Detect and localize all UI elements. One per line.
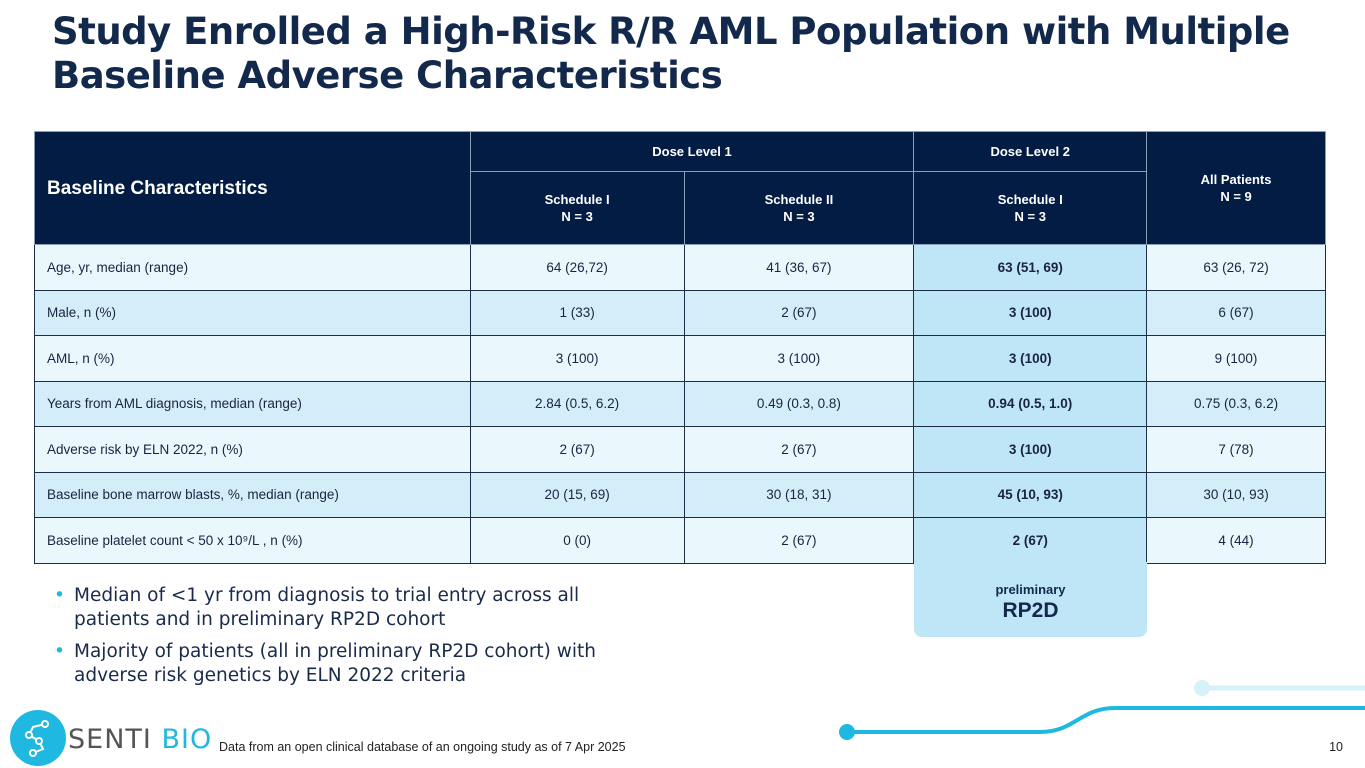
table-cell: 7 (78) (1146, 426, 1326, 473)
bullet-list: Median of <1 yr from diagnosis to trial … (54, 584, 654, 696)
table-cell: 2.84 (0.5, 6.2) (469, 380, 685, 427)
row-label: Years from AML diagnosis, median (range) (34, 380, 471, 427)
table-cell: 0.94 (0.5, 1.0) (913, 380, 1148, 427)
table-cell: 3 (100) (913, 289, 1148, 336)
table-cell: 6 (67) (1146, 289, 1326, 336)
table-cell: 2 (67) (913, 517, 1148, 564)
row-label: Baseline platelet count < 50 x 10⁹/L , n… (34, 517, 471, 564)
table-cell: 2 (67) (683, 289, 915, 336)
row-label: Male, n (%) (34, 289, 471, 336)
table-cell: 64 (26,72) (469, 244, 685, 291)
table-row: Years from AML diagnosis, median (range)… (34, 380, 1326, 427)
table-row: Baseline platelet count < 50 x 10⁹/L , n… (34, 517, 1326, 564)
slide-title: Study Enrolled a High-Risk R/R AML Popul… (52, 10, 1290, 97)
table-cell: 4 (44) (1146, 517, 1326, 564)
table-cell: 3 (100) (913, 335, 1148, 382)
bullet-item: Majority of patients (all in preliminary… (54, 640, 654, 688)
brand-name: SENTI BIO (68, 724, 213, 755)
header-d1-s2: Schedule II N = 3 (683, 171, 915, 245)
table-row: Age, yr, median (range) 64 (26,72) 41 (36,… (34, 244, 1326, 291)
bullet-item: Median of <1 yr from diagnosis to trial … (54, 584, 654, 632)
table-cell: 63 (51, 69) (913, 244, 1148, 291)
page-number: 10 (1329, 740, 1343, 754)
header-baseline: Baseline Characteristics (34, 131, 471, 245)
table-cell: 3 (100) (469, 335, 685, 382)
header-dose2: Dose Level 2 (913, 131, 1148, 172)
header-all: All Patients N = 9 (1146, 131, 1326, 245)
baseline-table: Baseline Characteristics Dose Level 1 Do… (34, 131, 1326, 564)
rp2d-label: preliminary RP2D (914, 562, 1147, 637)
table-row: AML, n (%) 3 (100) 3 (100) 3 (100) 9 (100) (34, 335, 1326, 382)
table-cell: 41 (36, 67) (683, 244, 915, 291)
senti-bio-logo-icon (10, 710, 66, 766)
table-cell: 63 (26, 72) (1146, 244, 1326, 291)
table-cell: 30 (10, 93) (1146, 471, 1326, 518)
table-cell: 0.75 (0.3, 6.2) (1146, 380, 1326, 427)
footnote: Data from an open clinical database of a… (219, 740, 626, 754)
row-label: Age, yr, median (range) (34, 244, 471, 291)
table-cell: 9 (100) (1146, 335, 1326, 382)
row-label: AML, n (%) (34, 335, 471, 382)
header-dose1: Dose Level 1 (469, 131, 915, 172)
table-cell: 20 (15, 69) (469, 471, 685, 518)
table-cell: 3 (100) (913, 426, 1148, 473)
table-cell: 1 (33) (469, 289, 685, 336)
row-label: Adverse risk by ELN 2022, n (%) (34, 426, 471, 473)
table-cell: 45 (10, 93) (913, 471, 1148, 518)
table-row: Male, n (%) 1 (33) 2 (67) 3 (100) 6 (67) (34, 289, 1326, 336)
table-row: Adverse risk by ELN 2022, n (%) 2 (67) 2 (… (34, 426, 1326, 473)
table-cell: 0 (0) (469, 517, 685, 564)
table-cell: 2 (67) (683, 517, 915, 564)
